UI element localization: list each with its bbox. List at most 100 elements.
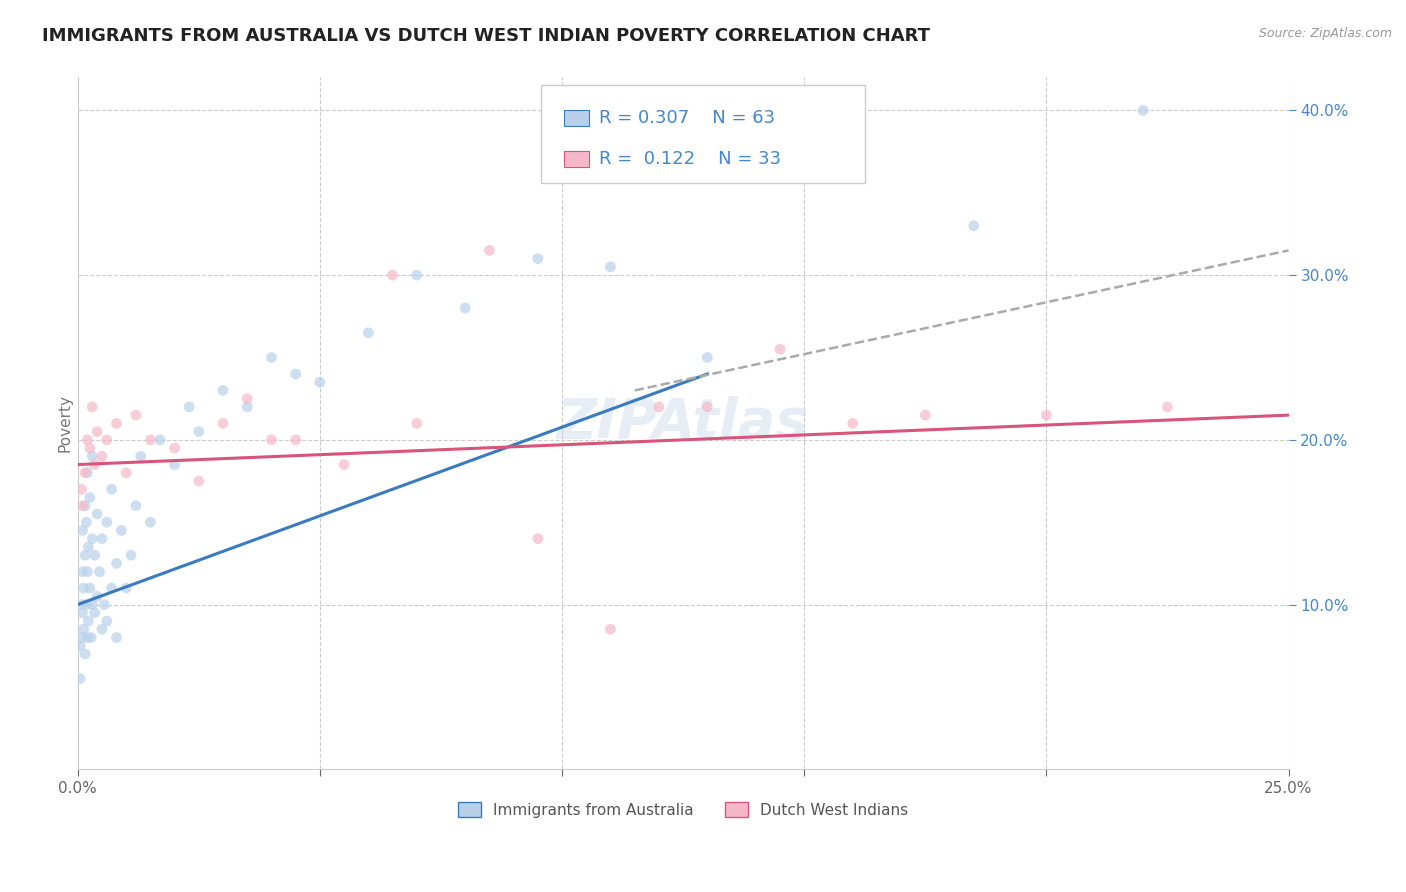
- Point: [83, 458, 105, 472]
- Point: [89, 565, 111, 579]
- Point: [149, 433, 172, 447]
- Point: [1132, 103, 1154, 118]
- Point: [260, 433, 283, 447]
- Point: [236, 392, 259, 406]
- Point: [79, 441, 101, 455]
- Point: [76, 565, 98, 579]
- Text: IMMIGRANTS FROM AUSTRALIA VS DUTCH WEST INDIAN POVERTY CORRELATION CHART: IMMIGRANTS FROM AUSTRALIA VS DUTCH WEST …: [42, 27, 931, 45]
- Point: [86, 425, 108, 439]
- Point: [72, 622, 94, 636]
- Point: [91, 532, 114, 546]
- Point: [163, 458, 186, 472]
- Point: [77, 540, 100, 554]
- Y-axis label: Poverty: Poverty: [58, 394, 72, 452]
- Point: [82, 532, 104, 546]
- Point: [96, 433, 118, 447]
- Point: [139, 515, 162, 529]
- Point: [187, 474, 209, 488]
- Point: [454, 301, 477, 315]
- Text: Source: ZipAtlas.com: Source: ZipAtlas.com: [1258, 27, 1392, 40]
- Point: [93, 598, 115, 612]
- Point: [83, 548, 105, 562]
- Point: [110, 524, 132, 538]
- Point: [96, 614, 118, 628]
- Point: [76, 466, 98, 480]
- Point: [648, 400, 671, 414]
- Point: [381, 268, 404, 282]
- Point: [70, 631, 93, 645]
- Text: R = 0.307    N = 63: R = 0.307 N = 63: [599, 109, 775, 127]
- Point: [76, 433, 98, 447]
- Point: [82, 598, 104, 612]
- Text: ZIPAtlas: ZIPAtlas: [557, 396, 810, 450]
- Point: [405, 268, 427, 282]
- Point: [179, 400, 201, 414]
- Point: [527, 252, 550, 266]
- Point: [236, 400, 259, 414]
- Point: [599, 622, 621, 636]
- Point: [139, 433, 162, 447]
- Point: [212, 417, 235, 431]
- Point: [91, 622, 114, 636]
- Point: [793, 128, 815, 142]
- Point: [105, 631, 128, 645]
- Point: [100, 581, 122, 595]
- Point: [77, 614, 100, 628]
- Point: [284, 433, 307, 447]
- Point: [212, 384, 235, 398]
- Point: [72, 581, 94, 595]
- Text: R =  0.122    N = 33: R = 0.122 N = 33: [599, 150, 782, 168]
- Point: [72, 499, 94, 513]
- Point: [69, 672, 91, 686]
- Point: [86, 507, 108, 521]
- Point: [96, 515, 118, 529]
- Point: [79, 491, 101, 505]
- Point: [100, 483, 122, 497]
- Point: [1156, 400, 1178, 414]
- Point: [357, 326, 380, 340]
- Point: [120, 548, 142, 562]
- Point: [69, 639, 91, 653]
- Point: [73, 647, 96, 661]
- Point: [115, 581, 138, 595]
- Point: [405, 417, 427, 431]
- Point: [73, 466, 96, 480]
- Point: [115, 466, 138, 480]
- Point: [125, 408, 148, 422]
- Point: [83, 606, 105, 620]
- Point: [260, 351, 283, 365]
- Point: [82, 450, 104, 464]
- Point: [73, 499, 96, 513]
- Point: [73, 548, 96, 562]
- Point: [86, 590, 108, 604]
- Point: [76, 631, 98, 645]
- Point: [105, 557, 128, 571]
- Point: [129, 450, 152, 464]
- Point: [70, 483, 93, 497]
- Point: [70, 598, 93, 612]
- Point: [82, 400, 104, 414]
- Point: [125, 499, 148, 513]
- Point: [333, 458, 356, 472]
- Point: [599, 260, 621, 274]
- Point: [769, 343, 792, 357]
- Point: [75, 515, 97, 529]
- Point: [696, 351, 718, 365]
- Point: [527, 532, 550, 546]
- Legend: Immigrants from Australia, Dutch West Indians: Immigrants from Australia, Dutch West In…: [453, 796, 914, 824]
- Point: [72, 524, 94, 538]
- Point: [105, 417, 128, 431]
- Point: [75, 598, 97, 612]
- Point: [79, 581, 101, 595]
- Point: [163, 441, 186, 455]
- Point: [187, 425, 209, 439]
- Point: [284, 367, 307, 381]
- Point: [72, 606, 94, 620]
- Point: [914, 408, 936, 422]
- Point: [80, 631, 103, 645]
- Point: [841, 417, 863, 431]
- Point: [91, 450, 114, 464]
- Point: [696, 400, 718, 414]
- Point: [478, 244, 501, 258]
- Point: [963, 219, 986, 233]
